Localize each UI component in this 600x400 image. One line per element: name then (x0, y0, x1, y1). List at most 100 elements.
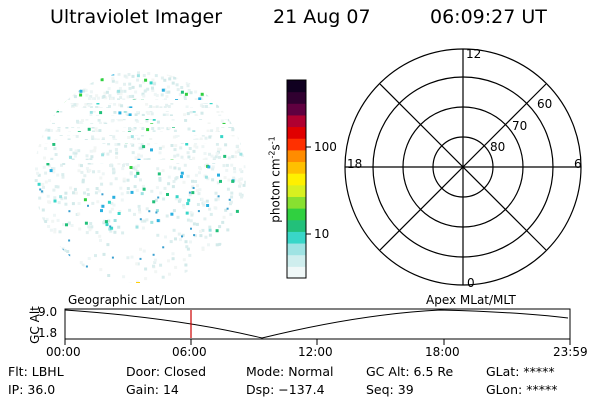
uv-pixel (136, 282, 140, 283)
uv-pixel (237, 94, 241, 98)
uv-pixel (165, 113, 169, 117)
uv-pixel (50, 264, 54, 268)
uv-pixel (78, 163, 82, 167)
uv-pixel (83, 191, 86, 195)
uv-pixel (38, 71, 42, 75)
uv-pixel (107, 219, 111, 223)
uv-pixel (59, 195, 63, 199)
uv-pixel (227, 75, 231, 79)
uv-pixel (94, 191, 98, 195)
uv-pixel (211, 90, 215, 94)
uv-pixel (189, 219, 193, 223)
uv-pixel (120, 192, 124, 196)
uv-pixel (154, 74, 158, 78)
uv-pixel (95, 187, 99, 190)
uv-pixel (206, 74, 210, 78)
uv-pixel (162, 158, 166, 162)
uv-pixel (231, 115, 235, 119)
uv-pixel (173, 154, 177, 158)
uv-pixel (245, 94, 246, 98)
uv-pixel (230, 163, 234, 167)
timeline-axes (64, 308, 571, 345)
uv-pixel (75, 134, 79, 138)
uv-pixel (42, 75, 46, 79)
uv-pixel (44, 128, 48, 132)
colorbar-band (287, 231, 306, 244)
uv-pixel (79, 84, 83, 88)
uv-pixel (52, 142, 56, 146)
uv-pixel (38, 133, 42, 137)
uv-pixel (232, 238, 236, 242)
uv-pixel (241, 112, 245, 116)
uv-pixel (233, 155, 237, 159)
uv-pixel (136, 78, 140, 82)
uv-pixel (63, 265, 67, 269)
uv-pixel (94, 254, 97, 258)
uv-pixel (131, 94, 135, 98)
uv-pixel (49, 76, 53, 80)
uv-pixel (47, 225, 51, 228)
uv-pixel (46, 71, 50, 75)
uv-pixel (52, 167, 56, 171)
uv-pixel (162, 246, 165, 249)
uv-pixel (233, 114, 237, 117)
uv-pixel (126, 95, 130, 99)
uv-pixel (194, 113, 198, 117)
uv-pixel (229, 200, 233, 204)
uv-pixel (36, 109, 40, 113)
uv-pixel (142, 74, 146, 77)
uv-pixel (199, 95, 203, 98)
uv-pixel (164, 235, 167, 239)
uv-pixel (240, 87, 244, 90)
uv-pixel (184, 92, 188, 96)
uv-pixel (186, 202, 190, 206)
uv-pixel (244, 239, 246, 243)
uv-pixel (180, 155, 184, 159)
colorbar-band (287, 219, 306, 232)
uv-scanline (34, 108, 246, 111)
uv-pixel (87, 97, 91, 101)
uv-pixel (65, 125, 69, 129)
uv-pixel (115, 80, 119, 84)
uv-scanline (34, 160, 246, 163)
uv-pixel (91, 135, 95, 139)
uv-pixel (188, 193, 192, 197)
uv-pixel (193, 234, 196, 237)
uv-pixel (200, 92, 204, 96)
unit-mid: s (268, 144, 283, 151)
uv-pixel (222, 215, 226, 219)
uv-pixel (35, 88, 39, 92)
polar-grid (344, 48, 582, 286)
uv-pixel (88, 78, 91, 82)
uv-pixel (97, 170, 101, 173)
uv-pixel (235, 209, 239, 213)
colorbar-band (287, 103, 306, 116)
uv-pixel (188, 271, 192, 275)
uv-pixel (205, 199, 209, 203)
uv-pixel (222, 102, 226, 106)
uv-pixel (191, 78, 195, 82)
uv-pixel (208, 207, 212, 211)
colorbar-band (287, 266, 306, 279)
uv-pixel (44, 171, 48, 175)
uv-pixel (221, 97, 225, 101)
uv-pixel (237, 136, 241, 140)
uv-pixel (182, 258, 186, 262)
uv-pixel (89, 222, 93, 225)
uv-pixel (53, 199, 57, 203)
uv-pixel (171, 185, 175, 189)
uv-pixel (52, 102, 56, 106)
uv-pixel (237, 94, 241, 98)
uv-pixel (111, 256, 114, 259)
uv-pixel (184, 263, 188, 267)
uv-pixel (102, 252, 106, 256)
uv-pixel (211, 96, 215, 100)
uv-pixel (184, 240, 188, 244)
uv-pixel (46, 74, 50, 78)
uv-pixel (226, 207, 229, 210)
uv-pixel (75, 102, 79, 106)
uv-pixel (235, 84, 239, 88)
colorbar-tick-10: 10 (314, 227, 330, 241)
uv-pixel (119, 92, 123, 96)
uv-pixel (152, 200, 156, 204)
